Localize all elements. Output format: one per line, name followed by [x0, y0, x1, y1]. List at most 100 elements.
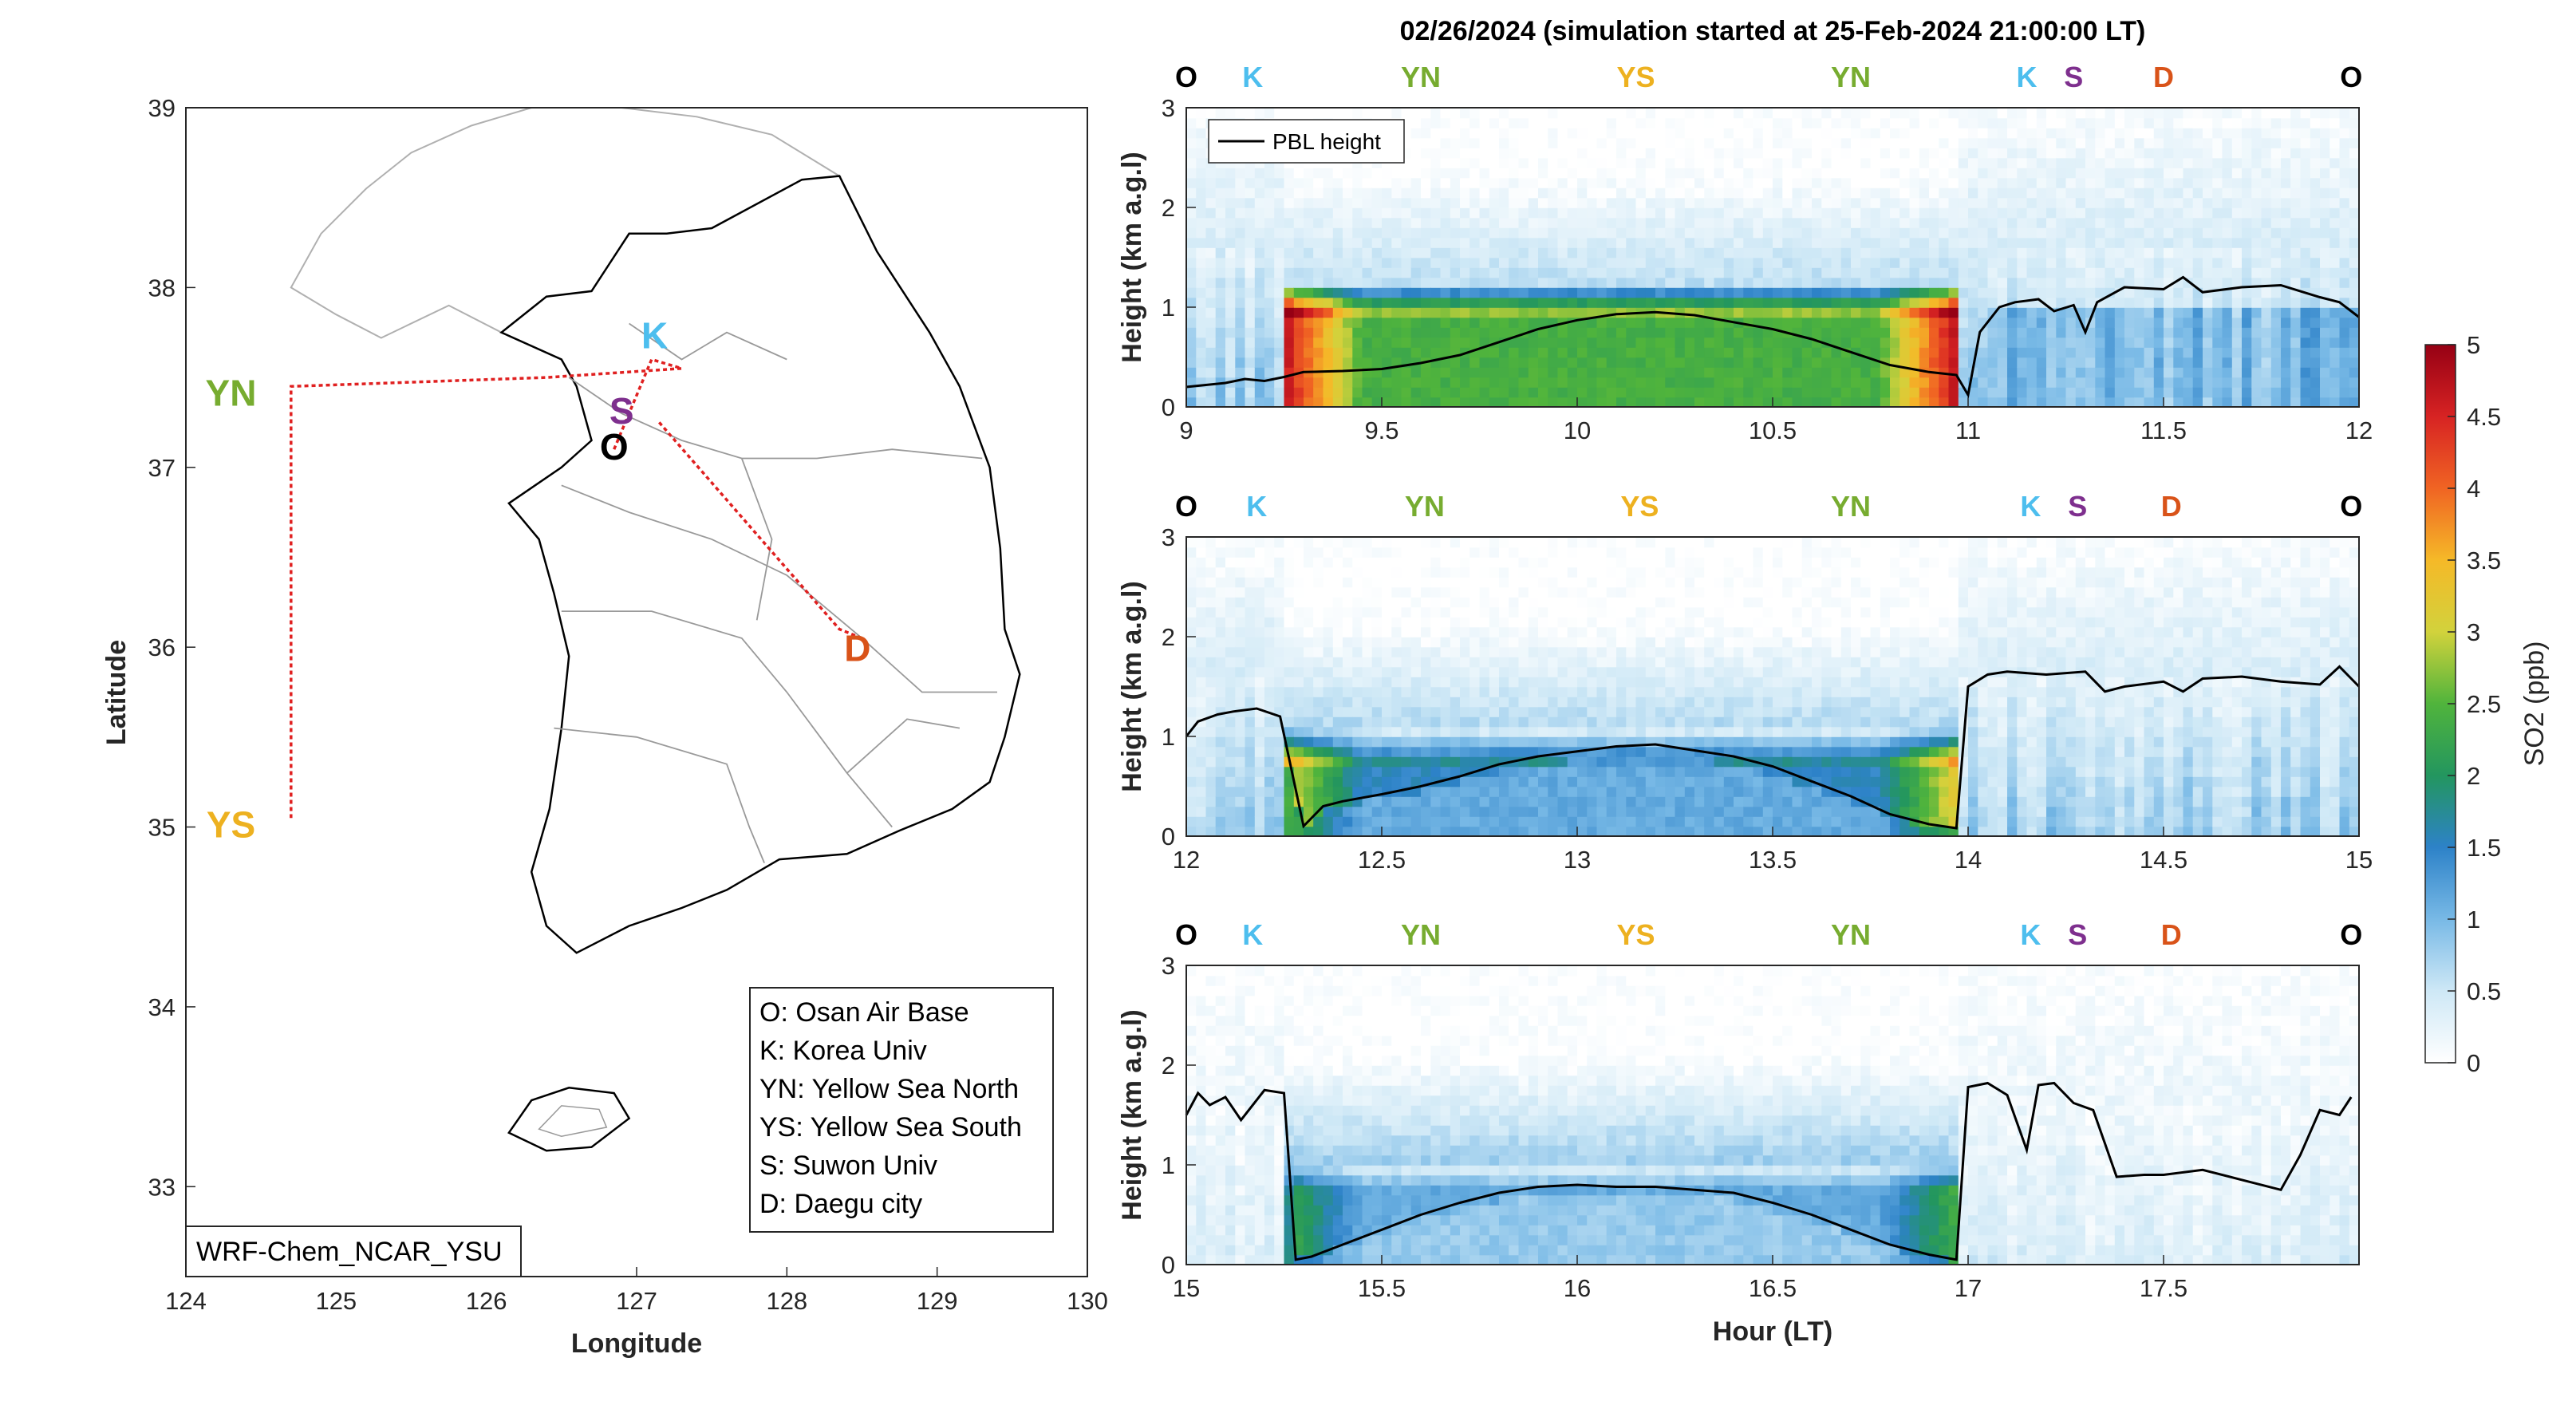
- so2-cell: [1225, 217, 1237, 228]
- so2-cell: [1323, 177, 1334, 188]
- so2-cell: [2310, 108, 2321, 119]
- so2-cell: [2056, 297, 2067, 308]
- so2-cell: [1293, 766, 1304, 777]
- so2-cell: [1723, 277, 1734, 288]
- so2-cell: [1840, 337, 1852, 348]
- so2-cell: [1557, 597, 1568, 608]
- so2-cell: [1479, 187, 1490, 199]
- so2-cell: [2212, 337, 2223, 348]
- so2-cell: [2007, 397, 2018, 408]
- so2-cell: [1245, 187, 1256, 199]
- so2-cell: [2026, 148, 2038, 159]
- so2-cell: [1782, 367, 1793, 378]
- so2-cell: [1978, 137, 1989, 148]
- so2-cell: [2114, 128, 2125, 139]
- so2-cell: [1304, 686, 1315, 697]
- so2-cell: [1792, 247, 1803, 259]
- so2-cell: [1450, 617, 1461, 628]
- so2-cell: [2153, 237, 2164, 248]
- so2-cell: [1450, 606, 1461, 618]
- so2-cell: [2075, 297, 2086, 308]
- so2-cell: [2056, 357, 2067, 368]
- so2-cell: [2085, 128, 2097, 139]
- so2-cell: [1391, 297, 1402, 308]
- so2-cell: [1196, 367, 1207, 378]
- so2-cell: [1655, 117, 1667, 128]
- so2-cell: [2212, 277, 2223, 288]
- so2-cell: [1196, 297, 1207, 308]
- so2-cell: [2056, 237, 2067, 248]
- so2-cell: [1714, 137, 1725, 148]
- so2-cell: [1675, 397, 1686, 408]
- so2-cell: [1410, 277, 1422, 288]
- so2-cell: [1958, 128, 1969, 139]
- so2-cell: [2153, 117, 2164, 128]
- so2-cell: [2164, 108, 2175, 119]
- so2-cell: [1851, 227, 1862, 239]
- so2-cell: [1382, 537, 1393, 548]
- so2-cell: [1509, 766, 1520, 777]
- so2-cell: [1635, 217, 1647, 228]
- so2-cell: [1860, 227, 1872, 239]
- so2-cell: [1215, 367, 1226, 378]
- so2-cell: [1215, 566, 1226, 578]
- so2-cell: [2251, 397, 2262, 408]
- so2-cell: [1587, 257, 1598, 268]
- so2-cell: [1606, 137, 1617, 148]
- so2-cell: [2134, 397, 2145, 408]
- so2-cell: [1997, 367, 2008, 378]
- so2-cell: [2065, 227, 2077, 239]
- so2-cell: [1821, 207, 1832, 219]
- so2-cell: [2242, 377, 2253, 388]
- so2-cell: [1235, 247, 1246, 259]
- so2-cell: [2173, 177, 2184, 188]
- so2-cell: [1215, 597, 1226, 608]
- so2-cell: [1860, 148, 1872, 159]
- so2-cell: [1557, 327, 1568, 338]
- so2-cell: [1567, 187, 1578, 199]
- so2-cell: [2183, 327, 2194, 338]
- so2-cell: [1440, 128, 1451, 139]
- so2-cell: [2242, 177, 2253, 188]
- so2-cell: [1245, 746, 1256, 757]
- so2-cell: [2144, 217, 2155, 228]
- so2-cell: [1469, 137, 1481, 148]
- so2-cell: [1274, 646, 1285, 657]
- so2-cell: [1929, 377, 1940, 388]
- so2-cell: [1186, 397, 1197, 408]
- so2-cell: [1215, 697, 1226, 708]
- so2-cell: [1801, 207, 1813, 219]
- so2-cell: [2281, 177, 2292, 188]
- so2-cell: [1782, 337, 1793, 348]
- so2-cell: [1205, 307, 1217, 318]
- so2-cell: [1635, 117, 1647, 128]
- so2-cell: [1343, 566, 1354, 578]
- so2-cell: [1567, 148, 1578, 159]
- so2-cell: [1518, 267, 1529, 278]
- so2-cell: [1587, 157, 1598, 168]
- so2-cell: [1284, 666, 1295, 677]
- so2-cell: [1528, 677, 1539, 688]
- so2-cell: [2212, 367, 2223, 378]
- so2-cell: [1753, 217, 1764, 228]
- so2-cell: [1186, 786, 1197, 797]
- so2-cell: [1186, 168, 1197, 179]
- so2-cell: [1645, 137, 1656, 148]
- so2-cell: [2261, 247, 2272, 259]
- so2-cell: [2270, 287, 2282, 298]
- so2-cell: [1196, 287, 1207, 298]
- so2-cell: [2251, 148, 2262, 159]
- so2-cell: [2007, 307, 2018, 318]
- so2-cell: [1762, 137, 1773, 148]
- so2-cell: [2036, 117, 2047, 128]
- so2-cell: [2026, 187, 2038, 199]
- so2-cell: [1489, 267, 1500, 278]
- so2-cell: [1460, 686, 1471, 697]
- so2-cell: [1557, 726, 1568, 737]
- so2-cell: [1734, 108, 1745, 119]
- so2-cell: [1304, 377, 1315, 388]
- so2-cell: [1401, 177, 1412, 188]
- so2-cell: [1205, 697, 1217, 708]
- so2-cell: [1518, 357, 1529, 368]
- so2-cell: [2212, 157, 2223, 168]
